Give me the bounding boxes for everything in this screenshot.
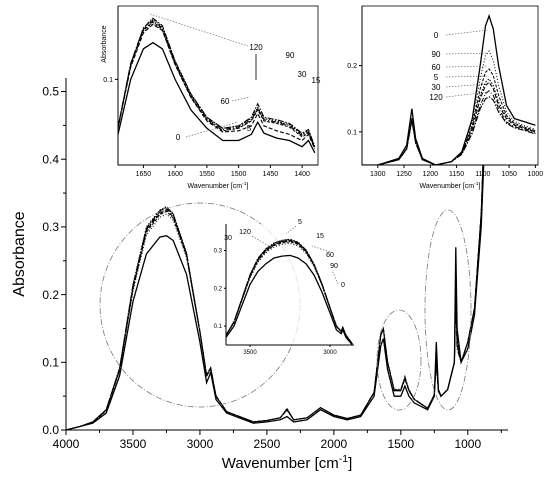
inset_3300-annotation-15: 15 — [316, 233, 324, 240]
main-x-tick-label: 3000 — [187, 437, 214, 451]
inset-1100-chart: 1300 1250 1200 1150 1100 1050 10000.10.2Wavenu… — [347, 5, 544, 190]
main-series-30 — [66, 118, 486, 430]
inset_3300-annotation-30: 30 — [224, 235, 232, 242]
inset_1650-x-tick-label: 1400 — [294, 171, 310, 178]
inset_1100-x-tick-label: 1300 — [370, 171, 386, 178]
inset-1100-leader — [445, 91, 489, 98]
inset_1650-series-5 — [118, 23, 316, 150]
main-x-tick-label: 2500 — [254, 437, 281, 451]
main-y-tick-label: 0.5 — [42, 85, 59, 99]
inset_3300-series-120 — [226, 238, 353, 345]
inset_1100-x-tick-label: 1000 — [528, 171, 544, 178]
inset-1650-leader-60 — [231, 96, 251, 102]
inset_1100-x-tick-label: 1100 — [475, 171, 490, 178]
inset_1650-y-tick-label: 0.1 — [103, 77, 113, 84]
inset_1100-x-tick-label: 1200 — [423, 171, 439, 178]
inset_3300-annotation-60: 60 — [326, 252, 334, 259]
inset_1650-annotation-120: 120 — [249, 43, 263, 52]
inset_3300-annotation-90: 90 — [330, 263, 338, 270]
oval-1650-region — [376, 309, 422, 411]
inset_1100-frame — [361, 5, 539, 166]
inset_3300-y-tick-label: 0.3 — [214, 249, 223, 255]
inset_3300-annotation-120: 120 — [239, 229, 251, 236]
inset_1100-series-120 — [362, 96, 536, 165]
inset_1100-annotation-90: 90 — [432, 50, 441, 59]
inset_1650-annotation-0: 0 — [176, 133, 181, 142]
main-y-axis-label: Absorbance — [11, 211, 28, 296]
inset_1650-y-axis-label: Absorbance — [101, 25, 108, 62]
inset_1650-series-0 — [118, 41, 316, 154]
inset_1650-series-15 — [118, 18, 316, 147]
inset-3300-leader — [251, 235, 273, 249]
inset_1100-annotation-120: 120 — [429, 93, 443, 102]
inset-1100-leader — [445, 29, 489, 36]
inset_1100-x-axis-label-exponent: -1 — [474, 181, 479, 187]
inset_1650-series-90 — [118, 22, 316, 149]
inset-1100-leader — [445, 83, 489, 88]
main-x-axis-label-close: ] — [348, 455, 352, 472]
inset_1100-annotation-60: 60 — [432, 63, 441, 72]
inset_1650-annotation-60: 60 — [221, 97, 230, 106]
inset_1100-x-axis-label: Wavenumber [cm-1] — [420, 181, 481, 190]
inset_3300-annotation-5: 5 — [298, 219, 302, 226]
inset_1650-annotation-15: 15 — [312, 76, 321, 85]
main-y-tick-label: 0.2 — [42, 288, 59, 302]
inset_1650-x-tick-label: 1650 — [136, 171, 152, 178]
inset_1100-annotation-5: 5 — [434, 73, 439, 82]
inset_1650-x-tick-label: 1550 — [199, 171, 215, 178]
inset_1650-annotation-30: 30 — [298, 70, 307, 79]
inset-1100-leader — [445, 52, 489, 55]
main-x-tick-label: 1000 — [454, 437, 481, 451]
inset-3300-leader — [311, 245, 331, 253]
main-y-tick-label: 0.4 — [42, 152, 59, 166]
inset-1100-leader — [445, 65, 489, 68]
inset-3300-leader — [331, 269, 339, 285]
inset_1100-annotation-30: 30 — [432, 83, 441, 92]
inset_1650-x-axis-label-exponent: -1 — [242, 181, 247, 187]
inset_1650-series-120 — [118, 17, 316, 147]
inset_3300-y-tick-label: 0.1 — [214, 324, 223, 330]
inset_1100-annotation-0: 0 — [434, 31, 439, 40]
inset_1650-x-axis-label: Wavenumber [cm-1] — [188, 181, 249, 190]
inset_1100-y-tick-label: 0.2 — [347, 63, 357, 70]
main-y-tick-label: 0.1 — [42, 356, 59, 370]
inset_3300-annotation-0: 0 — [341, 282, 345, 289]
inset-1100-leader — [445, 75, 489, 78]
main-x-tick-label: 3500 — [120, 437, 147, 451]
main-x-tick-label: 2000 — [321, 437, 348, 451]
inset_1100-y-tick-label: 0.1 — [347, 129, 357, 136]
inset_1650-series-30 — [118, 20, 316, 149]
inset_1650-x-axis-label-close: ] — [247, 183, 249, 190]
main-x-tick-label: 4000 — [53, 437, 80, 451]
inset-3300-leader — [285, 225, 297, 235]
inset_1100-x-tick-label: 1150 — [449, 171, 464, 178]
inset_3300-x-tick-label: 3000 — [323, 350, 337, 356]
main-x-axis-label: Wavenumber [cm-1] — [222, 453, 353, 472]
main-x-tick-label: 1500 — [387, 437, 414, 451]
inset_1650-frame — [117, 5, 319, 166]
inset_1100-series-0 — [362, 13, 536, 165]
inset_1650-annotation-90: 90 — [286, 51, 295, 60]
inset_1650-x-tick-label: 1500 — [231, 171, 247, 178]
inset-3300-chart: 3500 3000 0.1 0.2 0.3 30 120 5 15 60 90 0 — [214, 219, 354, 356]
inset-1650-leader-0 — [185, 121, 239, 138]
inset_1650-x-tick-label: 1450 — [263, 171, 279, 178]
inset-1650-leader-120 — [149, 13, 249, 47]
inset_3300-x-tick-label: 3500 — [243, 350, 257, 356]
inset_3300-y-tick-label: 0.2 — [214, 286, 223, 292]
main-x-axis-label-exponent: -1 — [339, 453, 348, 465]
inset_3300-series-0 — [226, 254, 353, 345]
inset_1100-x-tick-label: 1050 — [501, 171, 517, 178]
inset_1100-x-axis-label-close: ] — [479, 183, 481, 190]
main-y-tick-label: 0.0 — [42, 423, 59, 437]
main-series-60 — [66, 118, 486, 430]
oval-1100-region — [424, 209, 472, 411]
inset_1650-x-tick-label: 1600 — [167, 171, 183, 178]
main-y-tick-label: 0.3 — [42, 220, 59, 234]
inset_1100-x-tick-label: 1250 — [396, 171, 412, 178]
inset_1650-annotation-5: 5 — [247, 124, 252, 133]
